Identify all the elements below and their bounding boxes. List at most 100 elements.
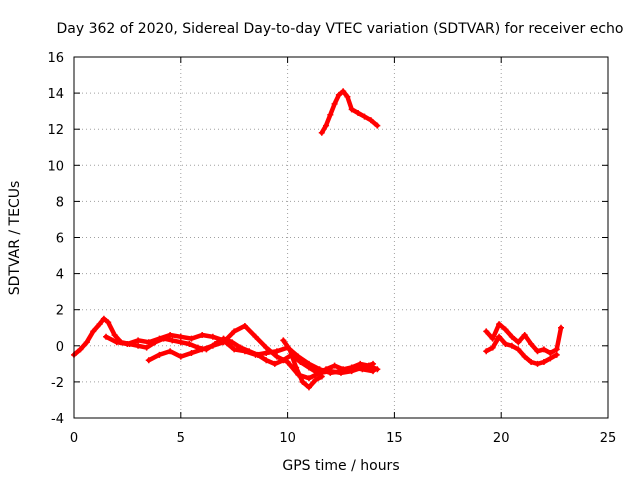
data-point xyxy=(489,344,496,351)
data-point xyxy=(77,346,84,353)
data-point xyxy=(331,362,338,369)
data-point xyxy=(547,355,554,362)
x-tick-labels: 0 5 10 15 20 25 xyxy=(70,431,616,446)
data-point xyxy=(316,369,323,376)
data-point xyxy=(508,342,515,349)
data-point xyxy=(263,357,270,364)
data-point xyxy=(199,331,206,338)
data-point xyxy=(124,340,131,347)
grid-lines xyxy=(74,57,608,418)
data-point xyxy=(263,344,270,351)
x-axis-label: GPS time / hours xyxy=(282,458,399,474)
data-point xyxy=(305,384,312,391)
series-line xyxy=(146,323,376,381)
data-point xyxy=(135,337,142,344)
x-tick-label: 25 xyxy=(600,431,617,446)
series-track-c xyxy=(145,322,377,382)
data-point xyxy=(103,333,110,340)
y-tick-labels: -4 -2 0 2 4 6 8 10 12 14 16 xyxy=(47,51,64,427)
data-point xyxy=(359,364,366,371)
data-point xyxy=(521,331,528,338)
x-tick-label: 0 xyxy=(70,431,78,446)
data-point xyxy=(111,331,118,338)
data-point xyxy=(177,353,184,360)
data-point xyxy=(338,369,344,376)
y-tick-label: 10 xyxy=(47,159,64,174)
data-point xyxy=(229,339,236,346)
data-point xyxy=(496,321,503,328)
data-point xyxy=(305,375,312,382)
data-point xyxy=(299,378,306,385)
series-track-a xyxy=(71,315,381,376)
data-point xyxy=(534,348,541,355)
data-point xyxy=(156,335,163,342)
data-point xyxy=(241,322,248,329)
x-tick-label: 10 xyxy=(279,431,296,446)
data-point xyxy=(167,348,174,355)
data-point xyxy=(327,368,334,375)
data-point xyxy=(231,328,238,335)
data-point xyxy=(143,344,150,351)
data-point xyxy=(199,346,206,353)
data-point xyxy=(327,111,334,118)
data-point xyxy=(331,100,338,107)
data-point xyxy=(540,346,547,353)
data-point xyxy=(547,350,554,357)
data-point xyxy=(489,335,496,342)
data-point xyxy=(496,333,503,340)
series-track-d xyxy=(280,337,325,391)
y-tick-label: -2 xyxy=(51,376,64,391)
data-point xyxy=(177,333,184,340)
data-point xyxy=(145,357,152,364)
data-point xyxy=(323,122,330,129)
series-line xyxy=(71,316,380,376)
data-point xyxy=(271,360,278,367)
data-point xyxy=(553,351,560,358)
data-point xyxy=(348,368,355,375)
data-point xyxy=(273,348,280,355)
data-point xyxy=(502,326,509,333)
data-point xyxy=(145,339,152,346)
data-point xyxy=(135,342,142,349)
data-point xyxy=(370,360,377,367)
data-point xyxy=(209,342,216,349)
y-tick-label: -4 xyxy=(51,412,64,427)
series-track-f xyxy=(483,321,565,357)
data-point xyxy=(528,359,535,366)
data-point xyxy=(90,328,97,335)
data-point xyxy=(241,348,248,355)
y-tick-label: 8 xyxy=(56,195,64,210)
data-point xyxy=(374,366,381,373)
data-point xyxy=(508,333,515,340)
data-point xyxy=(83,339,90,346)
x-tick-label: 15 xyxy=(386,431,403,446)
data-point xyxy=(105,319,112,326)
y-tick-label: 6 xyxy=(56,232,64,247)
data-point xyxy=(357,360,364,367)
data-point xyxy=(335,91,342,98)
data-point xyxy=(318,373,325,380)
data-point xyxy=(100,315,107,322)
data-point xyxy=(361,113,368,120)
data-point xyxy=(286,346,293,353)
data-point xyxy=(515,346,522,353)
data-point xyxy=(252,351,259,358)
data-point xyxy=(305,360,312,367)
series-track-e xyxy=(318,88,381,136)
data-point xyxy=(252,333,259,340)
data-point xyxy=(553,346,560,353)
data-point xyxy=(312,377,319,384)
y-tick-label: 12 xyxy=(47,123,64,138)
series-track-b xyxy=(103,331,377,376)
data-point xyxy=(528,340,535,347)
data-point xyxy=(220,339,227,346)
data-point xyxy=(156,351,163,358)
x-tick-label: 20 xyxy=(493,431,510,446)
y-axis-label: SDTVAR / TECUs xyxy=(7,181,23,296)
x-tick-label: 5 xyxy=(177,431,185,446)
data-point xyxy=(295,353,302,360)
data-point xyxy=(355,109,362,116)
data-point xyxy=(186,340,193,347)
data-point xyxy=(273,353,280,360)
